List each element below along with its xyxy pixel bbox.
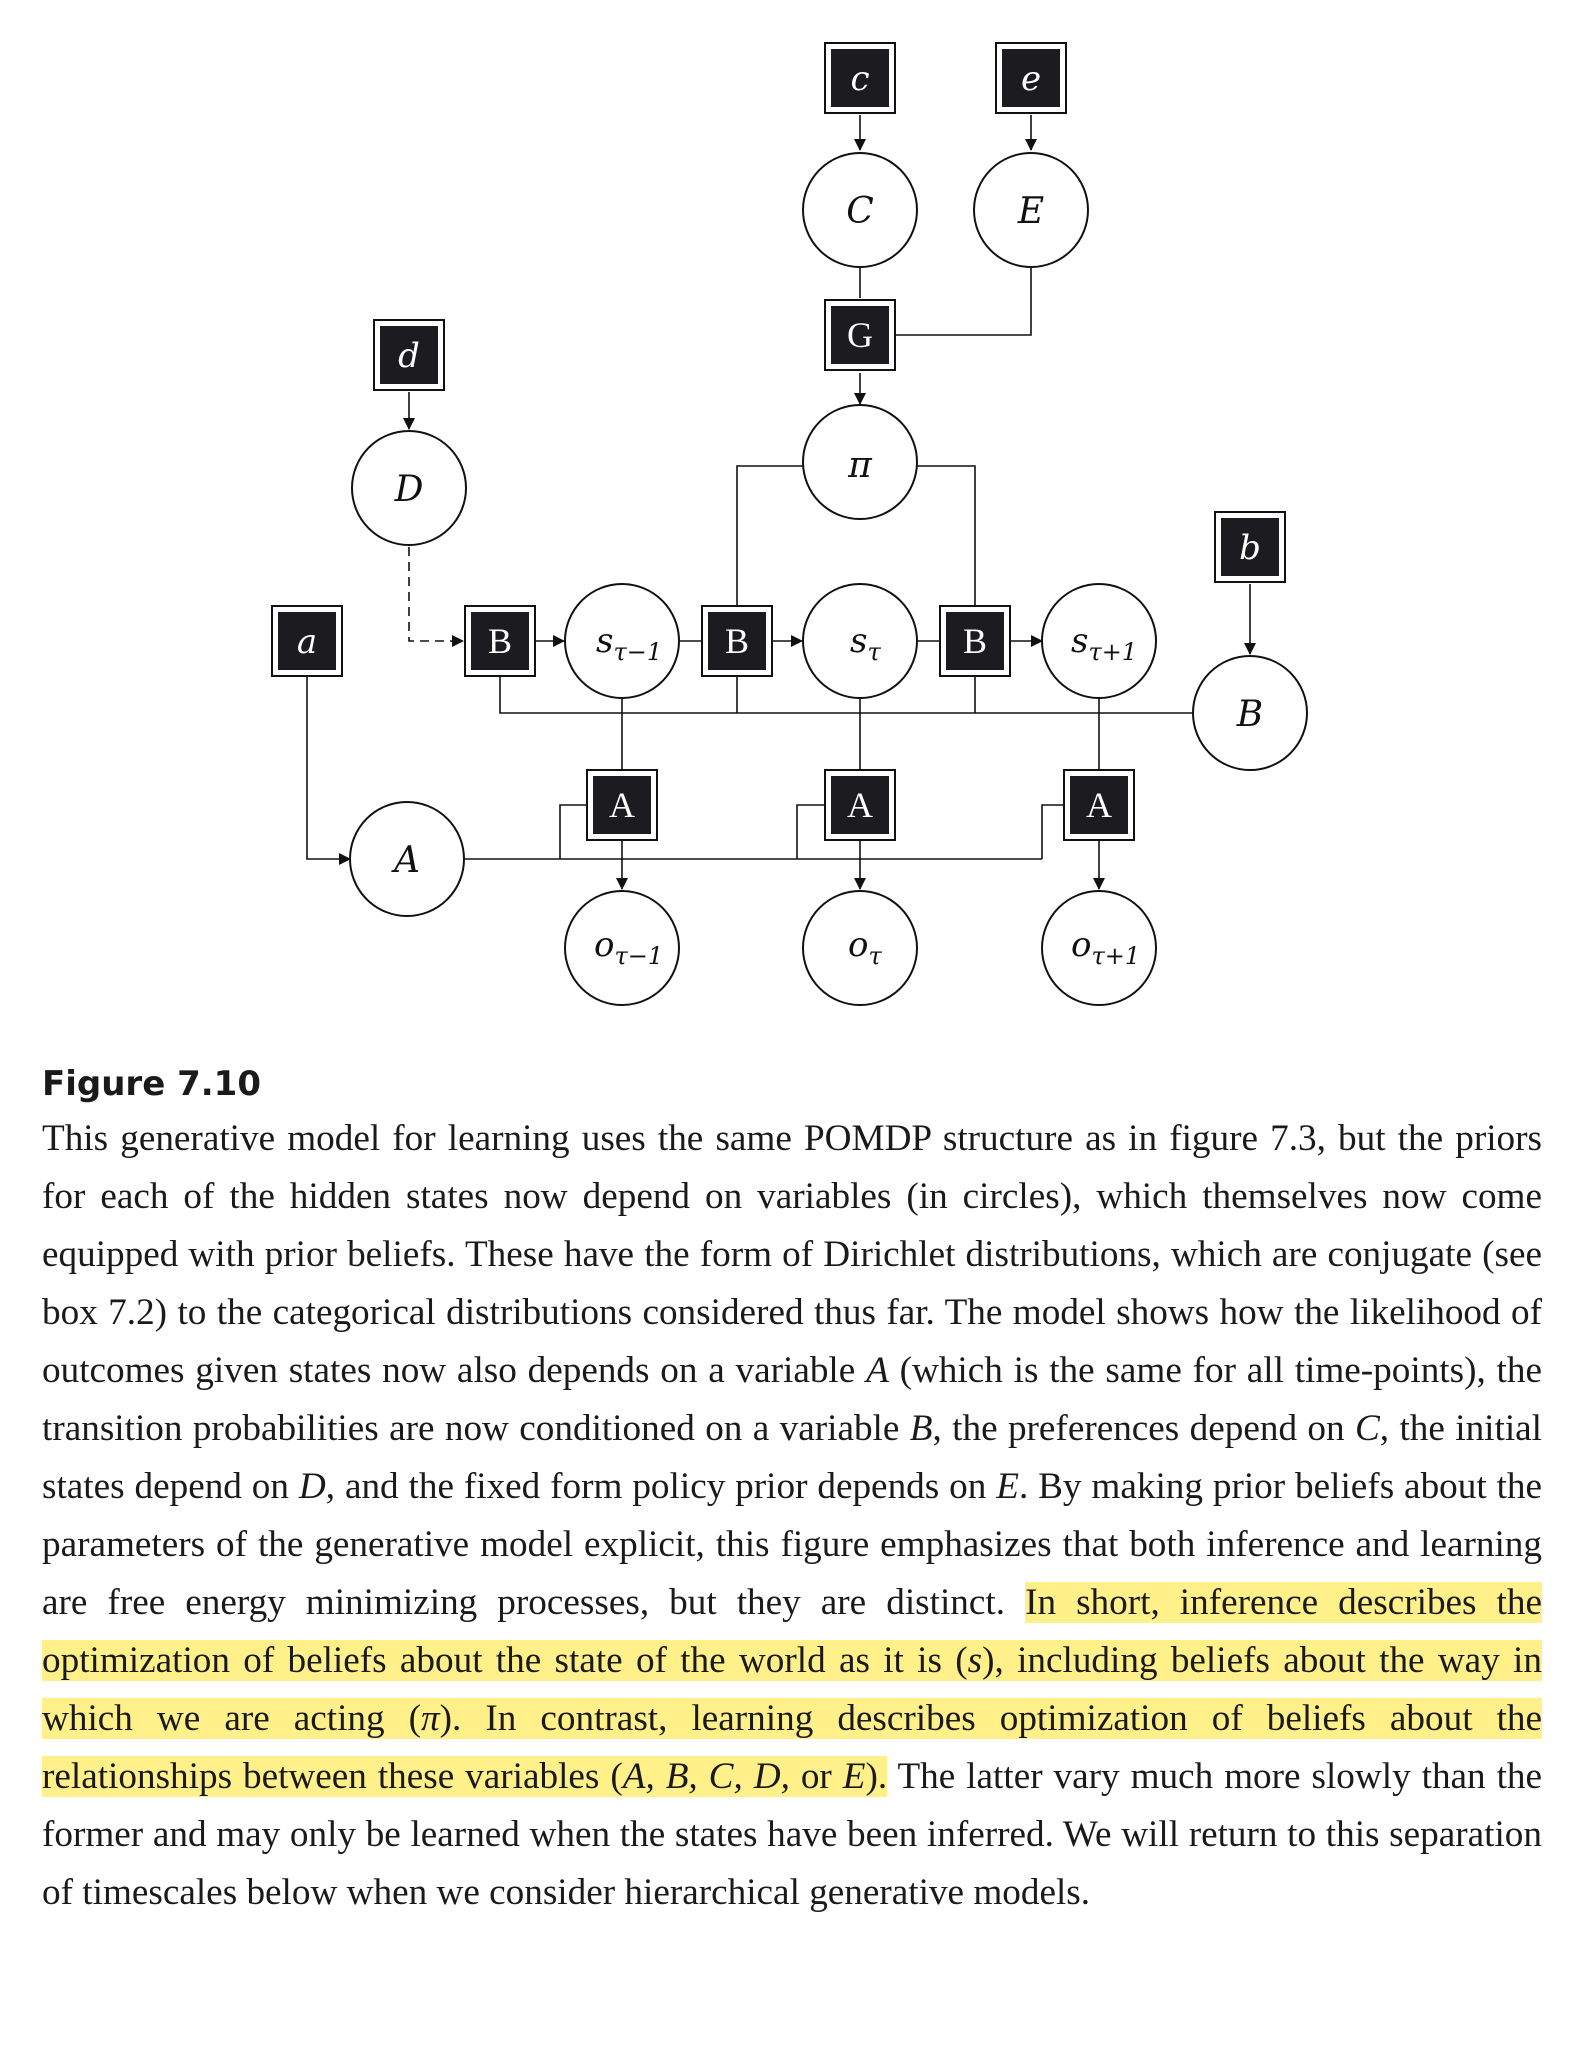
node-a-box: a [271,605,343,677]
node-c-box-label: c [850,59,869,99]
node-e-box: e [995,42,1067,114]
node-B-factor-2-label: B [725,621,749,661]
node-B-factor-1: B [464,605,536,677]
node-B-param [1192,655,1308,771]
label-s-prev: sτ−1 [596,621,662,666]
node-C [802,152,918,268]
node-A-factor-1: A [586,769,658,841]
node-pi [802,404,918,520]
edge-a-to-Aparam [306,677,351,865]
node-E [973,152,1089,268]
node-c-box: c [824,42,896,114]
figure-caption: Figure 7.10 This generative model for le… [42,1058,1542,1922]
label-D: D [394,469,424,510]
label-A-param: A [391,840,420,881]
node-a-box-label: a [297,622,317,662]
node-s-prev [564,583,680,699]
edge-Bparam-bus [499,676,1193,714]
node-G-box-label: G [847,315,873,355]
node-B-factor-1-label: B [488,621,512,661]
label-o-prev: oτ−1 [594,925,663,970]
node-o-prev [564,890,680,1006]
node-A-factor-2: A [824,769,896,841]
caption-text: This generative model for learning uses … [42,1118,1543,1913]
label-s-cur: sτ [850,621,881,666]
label-C: C [846,191,874,232]
label-pi: π [847,445,873,486]
edge-bus-A1 [559,804,588,859]
node-b-box-label: b [1239,528,1261,568]
node-B-factor-3-label: B [963,621,987,661]
node-D [351,430,467,546]
node-A-factor-2-label: A [847,785,873,825]
label-s-next: sτ+1 [1071,621,1137,666]
node-o-next [1041,890,1157,1006]
edge-bus-A2 [796,804,826,859]
label-o-next: oτ+1 [1071,925,1140,970]
node-s-cur [802,583,918,699]
figure-label: Figure 7.10 [42,1064,261,1104]
node-B-factor-3: B [939,605,1011,677]
edge-D-to-B [408,547,464,647]
node-A-factor-1-label: A [609,785,635,825]
node-o-cur [802,890,918,1006]
node-d-box-label: d [398,336,420,376]
label-E: E [1017,191,1044,232]
edge-bus-A3 [1041,804,1064,859]
label-B-param: B [1236,694,1263,735]
node-s-next [1041,583,1157,699]
node-A-factor-3-label: A [1086,785,1112,825]
node-d-box: d [373,319,445,391]
edge-pi-to-B-right [916,465,976,610]
node-B-factor-2: B [701,605,773,677]
label-o-cur: oτ [848,925,882,970]
node-A-factor-3: A [1063,769,1135,841]
node-A-param [349,801,465,917]
edge-pi-to-B-left [736,465,804,610]
edge-E-to-G [896,268,1032,336]
node-G-box: G [824,299,896,371]
node-e-box-label: e [1021,59,1041,99]
node-b-box: b [1214,511,1286,583]
